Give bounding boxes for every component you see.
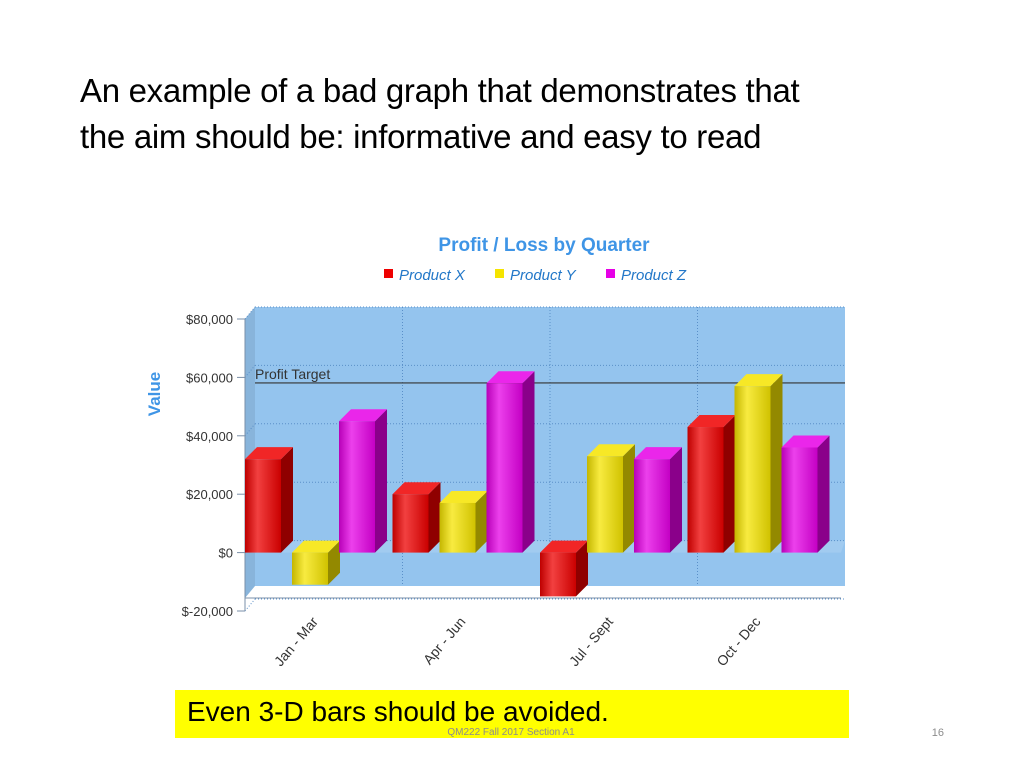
- bar-front: [781, 447, 818, 553]
- legend-label-1: Product Y: [510, 267, 577, 284]
- bar-front: [634, 459, 670, 553]
- legend-swatch-0: [384, 269, 393, 278]
- bar-product-z-3: [781, 435, 830, 553]
- bar-side: [670, 447, 682, 553]
- bar-front: [587, 456, 623, 553]
- bar-front: [439, 502, 476, 553]
- bar-side: [522, 371, 535, 553]
- y-tick-label-1: $60,000: [186, 370, 233, 385]
- y-tick-label-2: $40,000: [186, 429, 233, 444]
- y-tick-label-0: $80,000: [186, 312, 233, 327]
- bar-top: [734, 374, 783, 387]
- y-axis-label: Value: [145, 372, 164, 416]
- bar-product-y-2: [587, 444, 635, 553]
- bar-product-z-0: [339, 409, 387, 553]
- bar-front: [392, 494, 429, 553]
- y-tick-label-5: $-20,000: [182, 604, 233, 619]
- bar-product-x-2: [540, 540, 588, 597]
- bar-side: [623, 444, 635, 553]
- bar-top: [486, 371, 535, 384]
- legend-label-2: Product Z: [621, 267, 687, 284]
- bar-series: [245, 371, 830, 597]
- bar-top: [587, 444, 635, 457]
- legend-swatch-2: [606, 269, 615, 278]
- chart-title: Profit / Loss by Quarter: [438, 235, 650, 256]
- bar-front: [486, 383, 523, 553]
- slide-title: An example of a bad graph that demonstra…: [80, 68, 960, 160]
- x-tick-label-0: Jan - Mar: [271, 613, 321, 669]
- bar-side: [328, 540, 340, 585]
- bar-side: [428, 482, 441, 553]
- bar-front: [245, 459, 281, 553]
- slide-footer: QM222 Fall 2017 Section A1: [447, 727, 575, 738]
- grid-lines: [244, 306, 845, 612]
- y-tick-label-4: $0: [219, 546, 233, 561]
- callout-text: Even 3-D bars should be avoided.: [187, 696, 609, 727]
- bar-product-x-3: [687, 415, 736, 553]
- slide-title-line-1: An example of a bad graph that demonstra…: [80, 72, 800, 109]
- bar-side: [375, 409, 387, 553]
- bar-top: [339, 409, 387, 422]
- bar-top: [245, 447, 293, 460]
- bar-top: [634, 447, 682, 460]
- x-tick-label-1: Apr - Jun: [420, 614, 469, 668]
- x-tick-label-2: Jul - Sept: [566, 614, 616, 670]
- bar-product-y-3: [734, 374, 783, 553]
- bar-front: [687, 427, 724, 553]
- bar-product-z-1: [486, 371, 535, 553]
- bar-top: [439, 490, 488, 503]
- bar-side: [817, 435, 830, 553]
- bar-product-x-1: [392, 482, 441, 553]
- bar-top: [292, 540, 340, 553]
- bar-side: [723, 415, 736, 553]
- bar-top: [540, 540, 588, 553]
- bar-top: [392, 482, 441, 495]
- legend-swatch-1: [495, 269, 504, 278]
- bar-product-y-0: [292, 540, 340, 585]
- legend-label-0: Product X: [399, 267, 466, 284]
- slide-title-line-2: the aim should be: informative and easy …: [80, 118, 762, 155]
- bar-top: [781, 435, 830, 448]
- callout-box: Even 3-D bars should be avoided.: [175, 690, 849, 738]
- y-tick-label-3: $20,000: [186, 487, 233, 502]
- profit-target-label: Profit Target: [255, 366, 330, 382]
- bar-front: [292, 552, 328, 585]
- bar-front: [734, 386, 771, 553]
- bar-front: [339, 421, 375, 553]
- bar-side: [281, 447, 293, 553]
- x-axis: Jan - Mar Apr - Jun Jul - Sept Oct - Dec: [245, 597, 841, 670]
- chart-legend: Product X Product Y Product Z: [384, 267, 687, 284]
- page-number: 16: [931, 727, 944, 739]
- bar-top: [687, 415, 736, 428]
- bar-product-x-0: [245, 447, 293, 553]
- bar-side: [770, 374, 783, 553]
- bar-side: [475, 490, 488, 553]
- bar-side: [576, 540, 588, 597]
- bar-product-y-1: [439, 490, 488, 553]
- y-axis: $80,000 $60,000 $40,000 $20,000 $0 $-20,000: [182, 312, 246, 619]
- bar-product-z-2: [634, 447, 682, 553]
- bar-front: [540, 552, 576, 597]
- gridline-side-5: [244, 598, 256, 612]
- x-tick-label-3: Oct - Dec: [713, 614, 763, 670]
